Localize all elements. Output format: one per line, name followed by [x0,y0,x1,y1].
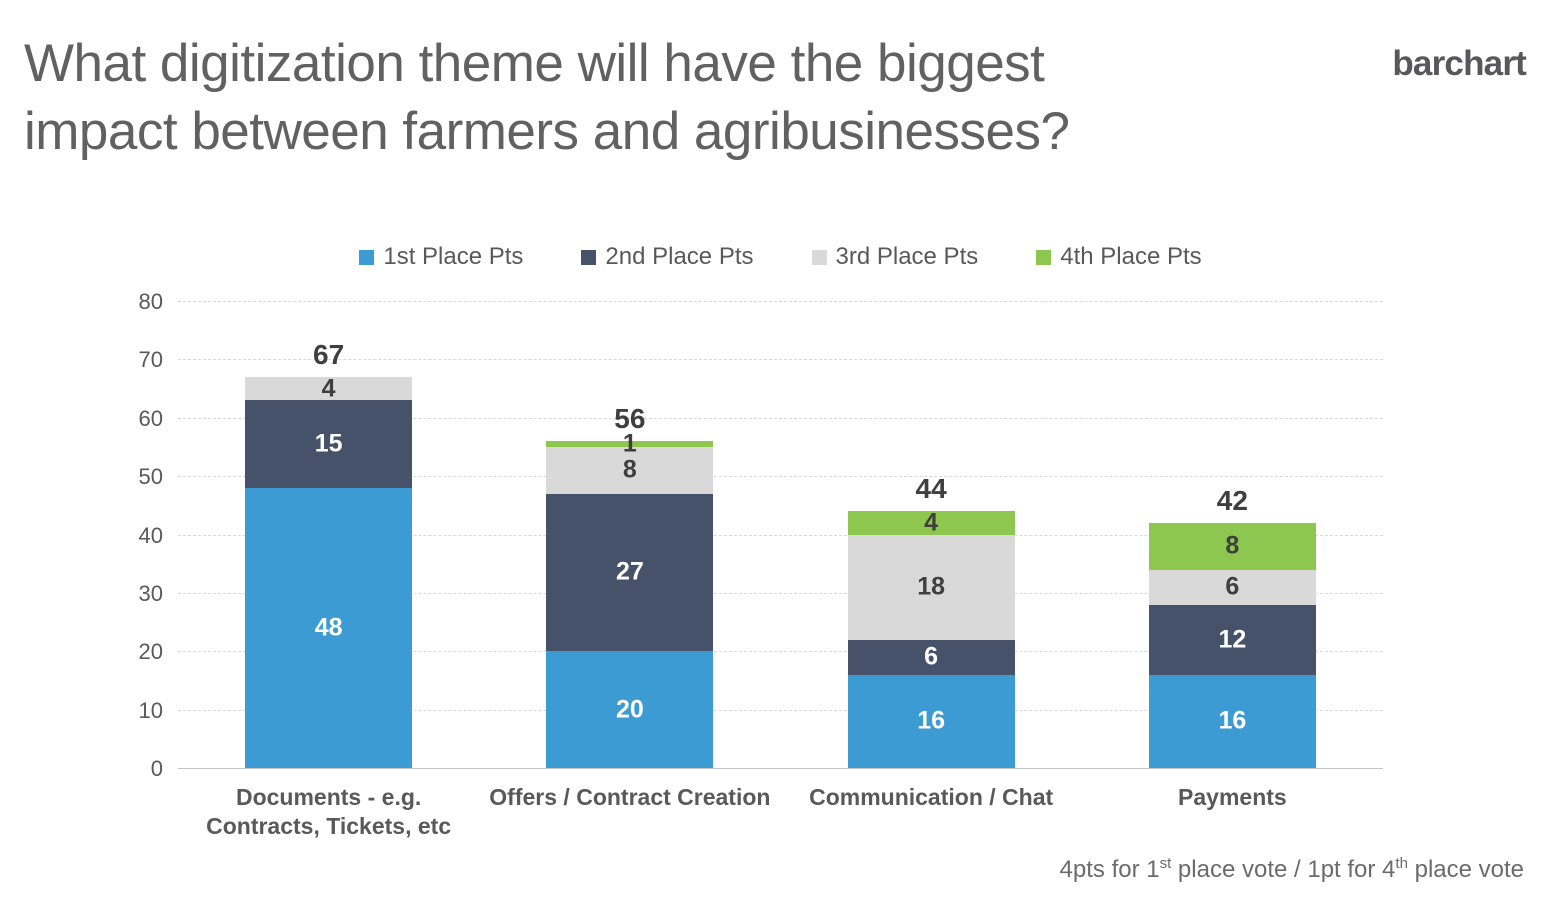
legend-label: 1st Place Pts [383,243,524,270]
y-tick-label: 30 [138,580,163,606]
segment-value-label: 18 [917,572,946,601]
bar-segment: 15 [245,400,413,488]
y-tick-label: 0 [150,756,163,781]
y-tick-label: 60 [138,405,163,431]
legend-swatch-icon [359,249,375,265]
y-tick-label: 20 [138,639,163,665]
page-title-line-2: impact between farmers and agribusinesse… [24,101,1070,161]
gridline-40: 40 [139,523,1383,548]
gridline-10: 10 [139,698,1383,723]
footnote-text: 4pts for 1 [1059,856,1160,883]
y-tick-label: 70 [138,347,163,373]
bar-segment: 27 [546,493,714,652]
bar-segment: 8 [546,446,714,494]
bars-container: 67 4 15 48 56 1 8 27 20 44 4 18 6 16 42 8 6 12 16 [178,301,1383,768]
gridline-70: 70 [139,347,1383,372]
gridline-80: 80 [139,289,1383,314]
gridline-30: 30 [139,581,1383,606]
bar-column-4: 42 8 6 12 16 [1082,301,1383,768]
legend-swatch-icon [581,249,597,265]
legend-label: 3rd Place Pts [835,243,979,270]
segment-value-label: 20 [615,695,644,724]
page-title: What digitization theme will have the bi… [24,30,1070,166]
segment-value-label: 8 [622,455,637,484]
bar-segment: 18 [847,534,1015,640]
legend-swatch-icon [1036,249,1052,265]
bar-segment: 48 [245,487,413,768]
bar-total-label: 67 [313,338,345,370]
segment-value-label: 4 [924,508,939,537]
footnote-superscript: th [1395,855,1408,872]
x-axis-labels: Documents - e.g. Contracts, Tickets, etc… [178,783,1383,841]
legend-item-1: 1st Place Pts [359,243,523,271]
segment-value-label: 12 [1218,625,1247,654]
barchart-logo: barchart [1392,44,1526,83]
stacked-bar: 56 1 8 27 20 [546,405,714,768]
bar-segment: 4 [847,508,1015,537]
x-category-label-2: Offers / Contract Creation [489,784,771,810]
bar-segment: 20 [546,651,714,768]
legend-item-3: 3rd Place Pts [811,243,979,271]
bar-segment: 6 [1148,569,1316,605]
legend-label: 2nd Place Pts [605,243,754,270]
stacked-bar: 44 4 18 6 16 [847,475,1015,768]
bar-segment: 6 [847,639,1015,675]
legend-item-2: 2nd Place Pts [581,243,754,271]
gridline-60: 60 [139,406,1383,431]
legend-label: 4th Place Pts [1060,243,1202,270]
legend-swatch-icon [811,249,827,265]
segment-value-label: 4 [321,374,336,403]
bar-segment: 16 [847,674,1015,768]
y-tick-label: 80 [138,289,163,314]
y-tick-label: 10 [138,697,163,723]
gridline-0: 0 [151,756,1383,781]
segment-value-label: 16 [1218,706,1247,735]
x-category-label-4: Payments [1178,784,1287,810]
gridline-20: 20 [139,639,1383,664]
bar-column-3: 44 4 18 6 16 [781,301,1082,768]
footnote-superscript: st [1159,855,1172,872]
bar-column-2: 56 1 8 27 20 [479,301,780,768]
bar-total-label: 42 [1216,484,1248,516]
footnote-text: place vote [1407,856,1524,883]
bar-segment: 8 [1148,522,1316,570]
x-category-label-3: Communication / Chat [809,784,1054,810]
stacked-bar: 42 8 6 12 16 [1148,486,1316,768]
gridline-50: 50 [139,464,1383,489]
bar-column-1: 67 4 15 48 [178,301,479,768]
stacked-bar: 67 4 15 48 [245,340,413,768]
segment-value-label: 48 [314,613,343,642]
chart-legend: 1st Place Pts 2nd Place Pts 3rd Place Pts 4… [178,243,1383,271]
scoring-footnote: 4pts for 1st place vote / 1pt for 4th pl… [1060,856,1524,884]
segment-value-label: 16 [917,706,946,735]
segment-value-label: 6 [1225,572,1240,601]
legend-item-4: 4th Place Pts [1036,243,1202,271]
bar-total-label: 56 [614,403,646,435]
y-tick-label: 40 [138,522,163,548]
chart-plot-area: 0 10 20 30 40 50 60 70 80 67 4 15 48 56 1 8 27 20 44 4 18 6 1… [139,289,1383,781]
bar-segment: 16 [1148,674,1316,768]
bar-segment: 4 [245,374,413,403]
segment-value-label: 27 [615,557,644,586]
segment-value-label: 8 [1225,531,1240,560]
x-category-label-1: Documents - e.g. Contracts, Tickets, etc [206,784,452,839]
bar-total-label: 44 [915,473,947,505]
bar-segment: 12 [1148,604,1316,675]
segment-value-label: 6 [924,642,939,671]
segment-value-label: 15 [314,429,343,458]
footnote-text: place vote / 1pt for 4 [1171,856,1396,883]
page-title-line-1: What digitization theme will have the bi… [24,34,1045,93]
y-tick-label: 50 [138,464,163,490]
